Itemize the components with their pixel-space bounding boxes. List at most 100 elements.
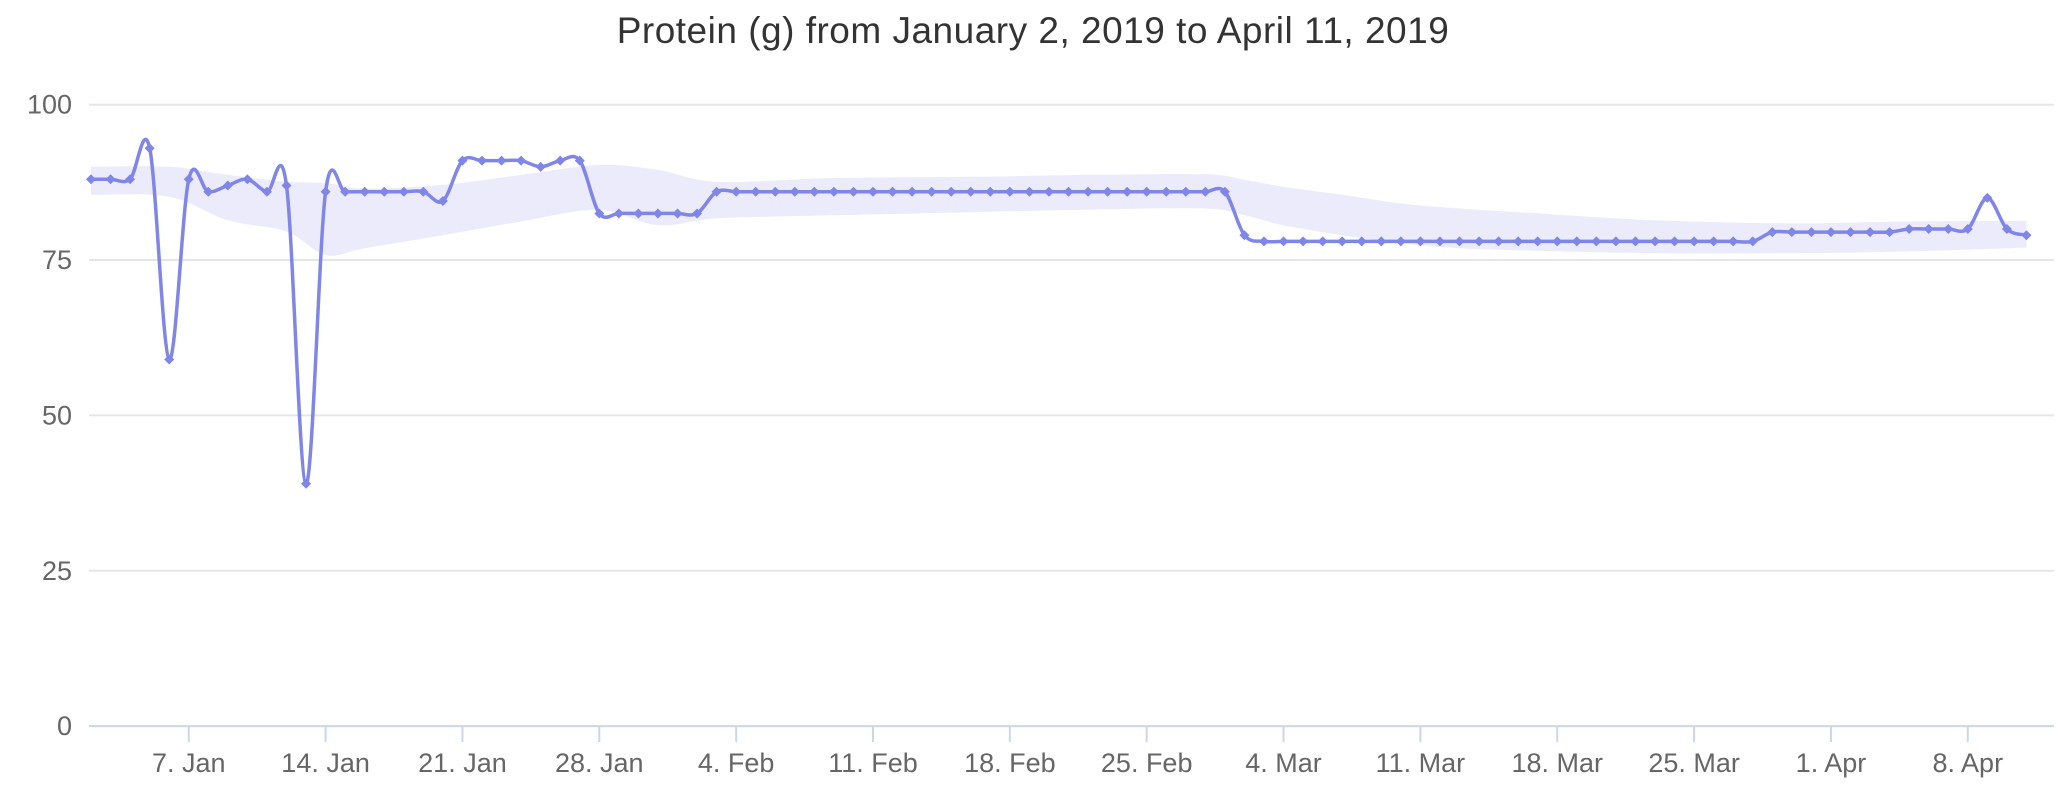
data-point-marker[interactable]	[731, 186, 742, 197]
data-point-marker[interactable]	[1004, 186, 1015, 197]
data-point-marker[interactable]	[907, 186, 918, 197]
data-point-marker[interactable]	[868, 186, 878, 197]
data-point-marker[interactable]	[574, 155, 585, 166]
data-point-marker[interactable]	[848, 186, 859, 197]
data-point-marker[interactable]	[789, 186, 800, 197]
data-point-marker[interactable]	[261, 186, 272, 197]
data-point-marker[interactable]	[398, 186, 409, 197]
data-point-marker[interactable]	[1239, 230, 1250, 241]
data-point-marker[interactable]	[1161, 186, 1172, 197]
data-point-marker[interactable]	[1180, 186, 1191, 197]
data-point-marker[interactable]	[1278, 236, 1289, 247]
data-point-marker[interactable]	[418, 186, 429, 197]
data-point-marker[interactable]	[1571, 236, 1582, 247]
data-point-marker[interactable]	[1454, 236, 1465, 247]
data-point-marker[interactable]	[1532, 236, 1543, 247]
data-point-marker[interactable]	[144, 143, 155, 154]
data-point-marker[interactable]	[1259, 236, 1269, 247]
data-point-marker[interactable]	[125, 174, 136, 185]
data-point-marker[interactable]	[1943, 223, 1954, 234]
data-point-marker[interactable]	[535, 161, 546, 172]
data-point-marker[interactable]	[1141, 186, 1152, 197]
data-point-marker[interactable]	[1434, 236, 1445, 247]
data-point-marker[interactable]	[86, 174, 96, 185]
data-point-marker[interactable]	[183, 174, 194, 185]
data-point-marker[interactable]	[1083, 186, 1094, 197]
data-point-marker[interactable]	[2001, 223, 2012, 234]
data-point-marker[interactable]	[1513, 236, 1524, 247]
data-point-marker[interactable]	[1767, 227, 1778, 238]
data-point-marker[interactable]	[711, 186, 722, 197]
data-point-marker[interactable]	[1865, 227, 1876, 238]
data-point-marker[interactable]	[1376, 236, 1387, 247]
data-point-marker[interactable]	[887, 186, 898, 197]
data-point-marker[interactable]	[652, 208, 663, 219]
data-point-marker[interactable]	[1024, 186, 1035, 197]
data-point-marker[interactable]	[242, 174, 253, 185]
data-point-marker[interactable]	[2021, 230, 2032, 241]
data-point-marker[interactable]	[320, 186, 331, 197]
data-point-marker[interactable]	[1415, 236, 1426, 247]
data-point-marker[interactable]	[1923, 223, 1934, 234]
data-point-marker[interactable]	[985, 186, 996, 197]
data-point-marker[interactable]	[1337, 236, 1348, 247]
data-point-marker[interactable]	[1552, 236, 1563, 247]
data-point-marker[interactable]	[516, 155, 527, 166]
data-point-marker[interactable]	[828, 186, 839, 197]
data-point-marker[interactable]	[222, 180, 233, 191]
data-point-marker[interactable]	[1610, 236, 1621, 247]
data-point-marker[interactable]	[1689, 236, 1700, 247]
data-point-marker[interactable]	[613, 208, 624, 219]
data-point-marker[interactable]	[1825, 227, 1836, 238]
data-point-marker[interactable]	[770, 186, 781, 197]
data-point-marker[interactable]	[457, 155, 468, 166]
data-point-marker[interactable]	[437, 196, 448, 207]
data-point-marker[interactable]	[750, 186, 761, 197]
data-point-marker[interactable]	[1786, 227, 1797, 238]
data-point-marker[interactable]	[1200, 186, 1211, 197]
data-point-marker[interactable]	[1982, 192, 1993, 203]
data-point-marker[interactable]	[1884, 227, 1895, 238]
data-point-marker[interactable]	[203, 186, 214, 197]
data-point-marker[interactable]	[1669, 236, 1680, 247]
data-point-marker[interactable]	[1650, 236, 1660, 247]
data-point-marker[interactable]	[281, 180, 292, 191]
data-point-marker[interactable]	[1806, 227, 1817, 238]
data-point-marker[interactable]	[633, 208, 644, 219]
data-point-marker[interactable]	[1122, 186, 1133, 197]
data-point-marker[interactable]	[1728, 236, 1739, 247]
data-point-marker[interactable]	[1356, 236, 1367, 247]
data-point-marker[interactable]	[340, 186, 351, 197]
data-point-marker[interactable]	[301, 478, 312, 489]
data-point-marker[interactable]	[1962, 223, 1973, 234]
data-point-marker[interactable]	[946, 186, 957, 197]
data-point-marker[interactable]	[594, 208, 605, 219]
data-point-marker[interactable]	[359, 186, 370, 197]
data-point-marker[interactable]	[1708, 236, 1719, 247]
data-point-marker[interactable]	[1395, 236, 1406, 247]
data-point-marker[interactable]	[555, 155, 566, 166]
data-point-marker[interactable]	[496, 155, 507, 166]
data-point-marker[interactable]	[692, 208, 703, 219]
data-point-marker[interactable]	[1219, 186, 1230, 197]
data-point-marker[interactable]	[672, 208, 683, 219]
data-point-marker[interactable]	[1904, 223, 1915, 234]
data-point-marker[interactable]	[1630, 236, 1641, 247]
data-point-marker[interactable]	[1493, 236, 1504, 247]
data-point-marker[interactable]	[809, 186, 820, 197]
data-point-marker[interactable]	[1747, 236, 1758, 247]
data-point-marker[interactable]	[1591, 236, 1602, 247]
data-point-marker[interactable]	[1102, 186, 1113, 197]
data-point-marker[interactable]	[477, 155, 487, 166]
data-point-marker[interactable]	[1298, 236, 1309, 247]
data-point-marker[interactable]	[1845, 227, 1856, 238]
data-point-marker[interactable]	[1063, 186, 1074, 197]
data-point-marker[interactable]	[379, 186, 390, 197]
data-point-marker[interactable]	[1317, 236, 1328, 247]
data-point-marker[interactable]	[926, 186, 937, 197]
data-point-marker[interactable]	[1474, 236, 1485, 247]
data-point-marker[interactable]	[164, 354, 175, 365]
data-point-marker[interactable]	[965, 186, 976, 197]
data-point-marker[interactable]	[1043, 186, 1054, 197]
data-point-marker[interactable]	[105, 174, 116, 185]
